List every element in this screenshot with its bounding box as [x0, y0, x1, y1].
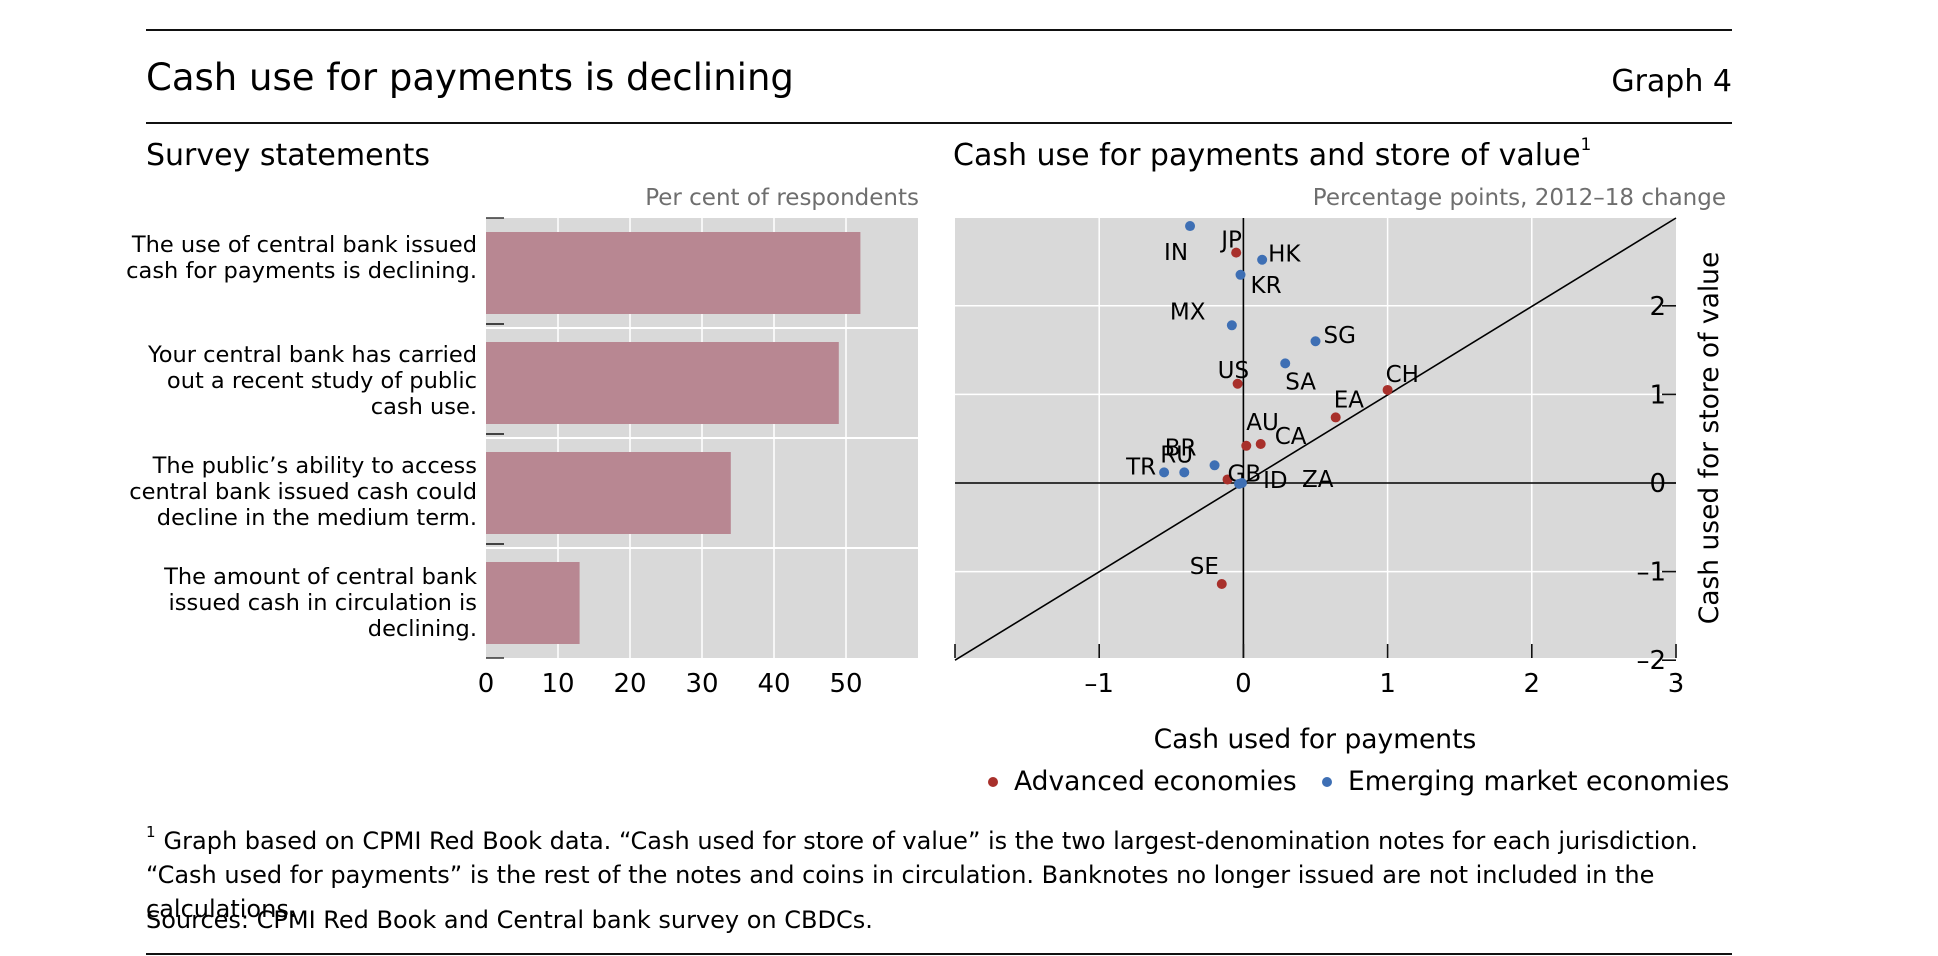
bottom-rule [146, 953, 1732, 955]
scatter-x-tick-label: –1 [1084, 669, 1114, 699]
legend-dot-advanced [988, 776, 998, 787]
scatter-point-in [1185, 221, 1196, 232]
graph-title: Cash use for payments is declining [146, 56, 794, 99]
scatter-point-label: RU [1160, 442, 1193, 468]
scatter-point-jp [1231, 247, 1242, 258]
bar-category-label: The use of central bank issued cash for … [126, 232, 477, 284]
bar-x-tick-label: 10 [541, 669, 574, 699]
legend-advanced: Advanced economies [988, 766, 1297, 797]
scatter-point-label: ZA [1302, 467, 1334, 493]
scatter-point-sg [1310, 336, 1321, 347]
scatter-x-tick-label: 0 [1235, 669, 1252, 699]
scatter-point-us [1232, 378, 1243, 389]
bar-x-tick-label: 30 [685, 669, 718, 699]
bar-category-label: Your central bank has carried out a rece… [148, 342, 477, 420]
scatter-x-tick-label: 1 [1379, 669, 1396, 699]
scatter-point-label: EA [1334, 387, 1365, 413]
scatter-point-label: TR [1125, 454, 1156, 480]
scatter-point-label: US [1218, 358, 1249, 384]
legend-label-advanced: Advanced economies [1014, 766, 1297, 797]
scatter-point-label: CA [1275, 424, 1307, 450]
scatter-title-text: Cash use for payments and store of value [953, 138, 1581, 173]
scatter-point-label: BR [1165, 435, 1197, 461]
bar-category-label: The public’s ability to access central b… [129, 453, 477, 531]
scatter-point-kr [1235, 269, 1246, 280]
header-rule [146, 122, 1732, 124]
footnote-number: 1 [146, 823, 156, 841]
top-rule [146, 29, 1732, 31]
legend-label-emerging: Emerging market economies [1348, 766, 1730, 797]
scatter-point-za [1236, 478, 1247, 488]
scatter-point-label: AU [1246, 410, 1279, 436]
scatter-point-sa [1280, 358, 1291, 369]
bar-chart: 0 10 20 30 40 50 [478, 217, 918, 699]
footnote-mark: 1 [1580, 135, 1592, 155]
scatter-point-gb [1222, 474, 1233, 485]
scatter-point-label: KR [1251, 273, 1282, 299]
bar [486, 342, 839, 424]
scatter-x-tick-label: 2 [1524, 669, 1541, 699]
scatter-point-ch [1382, 384, 1393, 395]
sources: Sources: CPMI Red Book and Central bank … [146, 906, 873, 934]
bar-x-tick-label: 50 [829, 669, 862, 699]
scatter-x-tick-label: 3 [1668, 669, 1685, 699]
scatter-chart: –1 0 1 2 3–2 –1 0 1 2 Cash used for payments Cash … [954, 217, 1725, 755]
scatter-45-degree-line [954, 217, 1677, 661]
scatter-point-label: IN [1164, 240, 1188, 266]
bar-category-label: The amount of central bank issued cash i… [164, 564, 477, 642]
scatter-y-axis-label: Cash used for store of value [1694, 252, 1725, 625]
legend-dot-emerging [1322, 776, 1332, 787]
scatter-y-tick-label: –2 [1636, 646, 1666, 676]
bar [486, 232, 861, 314]
scatter-x-axis-label: Cash used for payments [1154, 724, 1477, 755]
scatter-point-ea [1330, 412, 1341, 423]
scatter-y-tick-label: –1 [1636, 558, 1666, 588]
scatter-point-label: SG [1324, 323, 1356, 349]
scatter-y-tick-label: 0 [1649, 469, 1666, 499]
scatter-point-br [1209, 460, 1220, 471]
scatter-point-mx [1226, 320, 1237, 331]
graph-number: Graph 4 [1611, 64, 1732, 99]
scatter-point-label: ID [1263, 468, 1288, 494]
scatter-point-label: SE [1190, 554, 1219, 580]
scatter-chart-title: Cash use for payments and store of value… [953, 135, 1592, 173]
scatter-point-au [1241, 440, 1252, 451]
scatter-point-label: CH [1386, 362, 1419, 388]
bar [486, 452, 731, 534]
scatter-point-hk [1257, 254, 1268, 265]
scatter-chart-unit: Percentage points, 2012–18 change [1312, 185, 1726, 211]
bar [486, 562, 580, 644]
scatter-point-label: MX [1170, 299, 1206, 325]
scatter-point-label: JP [1219, 228, 1242, 254]
footnote-text: Graph based on CPMI Red Book data. “Cash… [146, 827, 1698, 923]
scatter-y-tick-label: 1 [1649, 380, 1666, 410]
legend-emerging: Emerging market economies [1322, 766, 1729, 797]
footnote: 1 Graph based on CPMI Red Book data. “Cas… [146, 818, 1736, 926]
scatter-point-label: HK [1268, 242, 1301, 268]
bar-x-tick-label: 40 [757, 669, 790, 699]
scatter-point-tr [1159, 467, 1170, 478]
scatter-point-se [1216, 579, 1227, 590]
bar-x-tick-label: 0 [478, 669, 495, 699]
bar-chart-title: Survey statements [146, 138, 430, 173]
scatter-point-label: SA [1285, 369, 1316, 395]
scatter-point-ru [1179, 467, 1190, 478]
bar-chart-unit: Per cent of respondents [645, 185, 919, 211]
scatter-point-ca [1255, 439, 1266, 450]
scatter-y-tick-label: 2 [1649, 292, 1666, 322]
bar-x-tick-label: 20 [613, 669, 646, 699]
